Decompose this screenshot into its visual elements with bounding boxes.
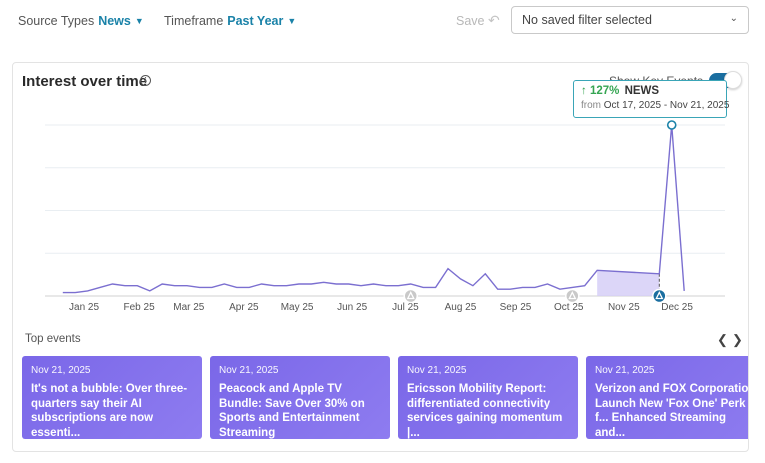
chart-markers bbox=[403, 288, 667, 304]
key-event-marker bbox=[403, 288, 418, 304]
x-tick-label: Mar 25 bbox=[173, 302, 205, 313]
x-tick-label: Dec 25 bbox=[661, 302, 693, 313]
panel-title: Interest over time bbox=[22, 73, 148, 90]
source-types-value[interactable]: News bbox=[98, 14, 131, 28]
x-tick-label: May 25 bbox=[281, 302, 314, 313]
interest-panel: Interest over time i Show Key Events Jan… bbox=[12, 62, 749, 452]
event-title[interactable]: Peacock and Apple TV Bundle: Save Over 3… bbox=[219, 383, 365, 439]
key-event-icon bbox=[568, 291, 577, 300]
x-tick-label: Oct 25 bbox=[554, 302, 584, 313]
saved-filter-select[interactable]: No saved filter selected ⌄ bbox=[511, 6, 749, 34]
x-tick-label: Apr 25 bbox=[229, 302, 259, 313]
top-events-label: Top events bbox=[25, 333, 81, 345]
event-title[interactable]: It's not a bubble: Over three-quarters s… bbox=[31, 383, 188, 439]
chevron-right-icon[interactable]: ❯ bbox=[732, 332, 743, 347]
key-event-icon bbox=[655, 291, 664, 300]
event-card[interactable]: Nov 21, 2025 Verizon and FOX Corporation… bbox=[586, 356, 749, 439]
peak-point bbox=[666, 120, 677, 130]
tooltip-range: Oct 17, 2025 - Nov 21, 2025 bbox=[603, 100, 730, 111]
event-date: Nov 21, 2025 bbox=[407, 365, 467, 376]
event-card[interactable]: Nov 21, 2025 Peacock and Apple TV Bundle… bbox=[210, 356, 390, 439]
timeframe-label: Timeframe bbox=[164, 14, 224, 28]
event-date: Nov 21, 2025 bbox=[31, 365, 91, 376]
key-event-marker bbox=[565, 288, 580, 304]
event-date: Nov 21, 2025 bbox=[595, 365, 655, 376]
trend-up-icon: ↑ bbox=[581, 85, 587, 97]
event-card[interactable]: Nov 21, 2025 It's not a bubble: Over thr… bbox=[22, 356, 202, 439]
x-tick-label: Feb 25 bbox=[124, 302, 156, 313]
interest-chart: Jan 25 Feb 25 Mar 25 Apr 25 May 25 Jun 25 Jul … bbox=[45, 120, 725, 313]
tooltip-series: NEWS bbox=[624, 85, 660, 97]
timeframe-value[interactable]: Past Year bbox=[227, 14, 284, 28]
chart-highlight-area bbox=[597, 270, 660, 296]
x-tick-label: Jul 25 bbox=[392, 302, 419, 313]
series-line bbox=[62, 124, 685, 294]
x-tick-label: Aug 25 bbox=[445, 302, 477, 313]
event-title[interactable]: Verizon and FOX Corporation Launch New '… bbox=[595, 383, 749, 439]
x-tick-label: Nov 25 bbox=[608, 302, 640, 313]
x-tick-label: Jun 25 bbox=[337, 302, 367, 313]
tooltip-from-label: from bbox=[581, 100, 601, 111]
chart-x-ticks: Jan 25 Feb 25 Mar 25 Apr 25 May 25 Jun 25 Jul … bbox=[69, 302, 693, 313]
filter-bar: Source Types News ▼ Timeframe Past Year … bbox=[0, 0, 765, 44]
top-events-list: Nov 21, 2025 It's not a bubble: Over thr… bbox=[22, 356, 749, 440]
chevron-down-icon[interactable]: ▼ bbox=[287, 16, 297, 26]
highlight-area bbox=[597, 270, 660, 296]
source-types-label: Source Types bbox=[18, 14, 95, 28]
source-types-filter[interactable]: Source Types News ▼ bbox=[18, 14, 144, 28]
chart-line-group bbox=[62, 120, 685, 294]
chart-tooltip: ↑ 127% NEWS from Oct 17, 2025 - Nov 21, … bbox=[573, 80, 730, 118]
chevron-down-icon[interactable]: ▼ bbox=[134, 16, 144, 26]
saved-filter-value: No saved filter selected bbox=[522, 13, 652, 27]
save-button[interactable]: Save bbox=[456, 14, 485, 28]
event-title[interactable]: Ericsson Mobility Report: differentiated… bbox=[407, 383, 563, 439]
key-event-marker bbox=[652, 288, 667, 304]
x-tick-label: Jan 25 bbox=[69, 302, 99, 313]
info-icon[interactable]: i bbox=[140, 75, 151, 86]
undo-icon[interactable]: ↶ bbox=[488, 12, 500, 28]
event-date: Nov 21, 2025 bbox=[219, 365, 279, 376]
tooltip-percent: 127% bbox=[589, 85, 620, 97]
key-event-icon bbox=[406, 291, 415, 300]
chevron-down-icon: ⌄ bbox=[729, 13, 738, 24]
chart-grid bbox=[45, 124, 725, 297]
event-card[interactable]: Nov 21, 2025 Ericsson Mobility Report: d… bbox=[398, 356, 578, 439]
chevron-left-icon[interactable]: ❮ bbox=[717, 332, 728, 347]
x-tick-label: Sep 25 bbox=[500, 302, 532, 313]
timeframe-filter[interactable]: Timeframe Past Year ▼ bbox=[164, 14, 296, 28]
